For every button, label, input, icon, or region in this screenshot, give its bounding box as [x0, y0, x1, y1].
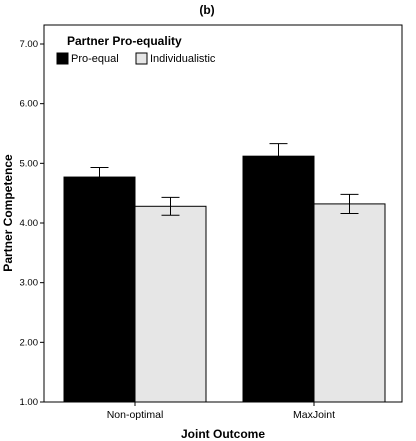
panel-label: (b) [199, 3, 214, 17]
legend-title: Partner Pro-equality [67, 34, 182, 48]
error-bar-individualistic [340, 193, 359, 214]
x-axis-title: Joint Outcome [181, 427, 265, 441]
y-tick-label: 3.00 [20, 278, 39, 289]
legend: Partner Pro-equality Pro-equal Individua… [56, 34, 216, 65]
bar-individualistic [134, 205, 207, 403]
plot-frame [43, 24, 403, 403]
bars-group [63, 143, 386, 403]
legend-swatch-pro-equal [56, 52, 69, 65]
y-tick-label: 2.00 [20, 337, 39, 348]
x-tick-label: Non-optimal [107, 409, 164, 421]
y-tick-label: 7.00 [20, 39, 39, 50]
bar-individualistic [313, 203, 386, 403]
legend-label-individualistic: Individualistic [150, 53, 216, 65]
plot-area: 1.00 2.00 3.00 4.00 5.00 6.00 7.00 Non-optimal… [20, 24, 403, 421]
y-tick-label: 6.00 [20, 99, 39, 110]
y-axis-ticks: 1.00 2.00 3.00 4.00 5.00 6.00 7.00 [20, 39, 44, 408]
x-tick-label: MaxJoint [293, 409, 335, 421]
bar-pro-equal [63, 176, 136, 403]
legend-label-pro-equal: Pro-equal [71, 53, 119, 65]
x-axis-ticks: Non-optimal MaxJoint [107, 402, 335, 421]
y-tick-label: 4.00 [20, 218, 39, 229]
error-bar-pro-equal [90, 167, 109, 187]
y-tick-label: 1.00 [20, 397, 39, 408]
y-tick-label: 5.00 [20, 158, 39, 169]
y-axis-title: Partner Competence [1, 154, 15, 272]
bar-pro-equal [242, 155, 315, 403]
error-bar-individualistic [161, 196, 180, 216]
error-bar-pro-equal [269, 143, 288, 169]
legend-swatch-individualistic [135, 52, 148, 65]
